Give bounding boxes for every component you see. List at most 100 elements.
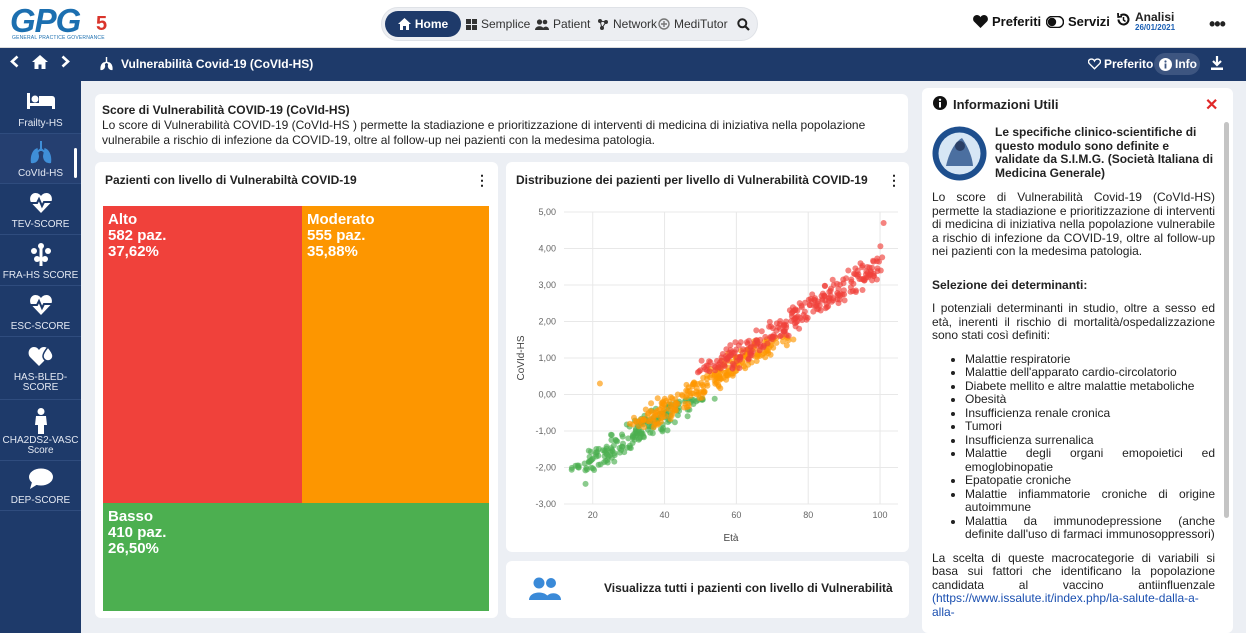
scatter-point [699, 382, 706, 388]
scatter-point [660, 408, 667, 415]
scatter-point [845, 267, 852, 274]
scatter-point [802, 314, 809, 320]
scatter-point [751, 340, 758, 347]
treemap-block-alto[interactable]: Alto 582 paz. 37,62% [103, 206, 302, 503]
info-panel: Informazioni Utili ✕ Le specifiche clini… [922, 88, 1233, 633]
preferito-button[interactable]: Preferito [1088, 57, 1153, 71]
speech-icon [0, 468, 81, 492]
x-tick-label: 20 [588, 510, 598, 520]
back-arrow-icon[interactable] [10, 55, 19, 72]
scatter-point [635, 436, 642, 443]
x-tick-label: 100 [873, 510, 888, 520]
sidebar-item-esc-score[interactable]: ESC-SCORE [0, 287, 81, 337]
sidebar-item-has-bled-score[interactable]: HAS-BLED-SCORE [0, 338, 81, 400]
sidebar-item-label: DEP-SCORE [10, 495, 71, 506]
issalute-link[interactable]: (https://www.issalute.it/index.php/la-sa… [932, 591, 1199, 619]
nav-semplice-button[interactable]: Semplice [466, 11, 530, 37]
nav-meditutor-label: MediTutor [674, 17, 728, 31]
nav-meditutor-button[interactable]: MediTutor [658, 11, 728, 37]
preferiti-button[interactable]: Preferiti [973, 14, 1041, 29]
scatter-point [608, 432, 615, 438]
heart-outline-icon [1088, 58, 1101, 70]
y-axis-label: CoVId-HS [516, 335, 527, 380]
scatter-point [629, 433, 636, 440]
scatter-point [743, 339, 750, 346]
scatter-point [728, 349, 735, 356]
list-item: Epatopatie croniche [965, 473, 1215, 488]
sidebar-item-cha2ds2-vasc[interactable]: CHA2DS2-VASC Score [0, 401, 81, 461]
scatter-point [822, 297, 829, 304]
home-icon[interactable] [32, 55, 48, 73]
scatter-point [821, 282, 828, 289]
treemap-block-moderato[interactable]: Moderato 555 paz. 35,88% [302, 206, 489, 503]
search-button[interactable] [737, 11, 750, 37]
scatter-point [574, 462, 581, 469]
person-icon [0, 408, 81, 434]
determinanti-list: Malattie respiratorie Malattie dell'appa… [965, 352, 1215, 542]
sidebar-item-covid-hs[interactable]: CoVId-HS [0, 134, 81, 184]
list-item: Tumori [965, 419, 1215, 434]
treemap-menu-icon[interactable]: ⋮ [475, 172, 489, 188]
scatter-point [788, 313, 795, 320]
y-tick-label: 1,00 [538, 353, 556, 363]
scatter-point [830, 295, 837, 302]
scatter-point [768, 323, 774, 330]
nav-patient-button[interactable]: Patient [535, 11, 590, 37]
heart-drop-icon [0, 345, 81, 369]
scatter-plot[interactable]: 5,00 4,00 3,00 2,00 1,00 0,00 -1,00 -2,00 -3,00 2… [506, 192, 909, 552]
moderato-percent: 35,88% [307, 243, 358, 260]
scatter-point [729, 365, 736, 372]
nav-network-label: Network [613, 17, 658, 31]
sidebar-item-dep-score[interactable]: DEP-SCORE [0, 461, 81, 511]
sidebar-item-frailty-hs[interactable]: Frailty-HS [0, 84, 81, 134]
list-item: Malattie dell'apparato cardio-circolator… [965, 365, 1215, 380]
scatter-point [701, 364, 708, 371]
servizi-button[interactable]: Servizi [1046, 14, 1110, 29]
gpg-logo[interactable]: GPG 5 GENERAL PRACTICE GOVERNANCE [8, 2, 112, 43]
scatter-point [753, 358, 760, 364]
list-item: Insufficienza renale cronica [965, 406, 1215, 421]
alto-label: Alto [108, 211, 138, 228]
download-icon[interactable] [1211, 56, 1223, 74]
scatter-point [827, 287, 834, 294]
scatter-point [821, 292, 828, 299]
info-body: Le specifiche clinico-scientifiche di qu… [932, 126, 1215, 629]
sidebar-item-tev-score[interactable]: TEV-SCORE [0, 185, 81, 235]
scatter-point [591, 467, 598, 473]
scatter-point [707, 359, 714, 366]
toggle-icon [1046, 15, 1064, 28]
view-all-patients-card[interactable]: Visualizza tutti i pazienti con livello … [506, 561, 909, 618]
more-menu-button[interactable]: ••• [1209, 14, 1226, 34]
y-tick-label: -3,00 [535, 499, 556, 509]
scatter-point [732, 339, 739, 346]
scatter-point [762, 333, 769, 340]
network-icon [598, 19, 608, 30]
users-icon [535, 18, 549, 30]
scatter-points [568, 219, 887, 487]
scatter-menu-icon[interactable]: ⋮ [887, 172, 901, 188]
scatter-point [880, 219, 887, 226]
preferito-label: Preferito [1104, 57, 1154, 71]
scatter-point [766, 318, 773, 325]
treemap-card: Pazienti con livello di Vulnerabiltà COV… [95, 162, 498, 618]
nav-network-button[interactable]: Network [597, 11, 657, 37]
scatter-point [666, 398, 673, 405]
forward-arrow-icon[interactable] [61, 55, 70, 72]
close-icon[interactable]: ✕ [1205, 97, 1219, 114]
analisi-button[interactable]: Analisi 26/01/2021 [1116, 11, 1175, 32]
info-paragraph-1: Lo score di Vulnerabilità Covid-19 (CoVI… [932, 190, 1215, 258]
scatter-point [852, 289, 859, 295]
scatter-point [585, 447, 592, 454]
nav-home-button[interactable]: Home [385, 11, 461, 37]
scatter-point [742, 365, 749, 372]
treemap-block-basso[interactable]: Basso 410 paz. 26,50% [103, 503, 489, 611]
sidebar-item-label: ESC-SCORE [10, 321, 71, 332]
scatter-point [602, 449, 609, 456]
info-scrollbar[interactable] [1224, 122, 1229, 518]
description-card: Score di Vulnerabilità COVID-19 (CoVId-H… [95, 94, 908, 153]
sidebar-item-fra-hs-score[interactable]: FRA-HS SCORE [0, 236, 81, 286]
scatter-point [645, 410, 652, 417]
scatter-point [654, 407, 661, 414]
scatter-point [786, 307, 793, 314]
scatter-point [790, 336, 797, 343]
